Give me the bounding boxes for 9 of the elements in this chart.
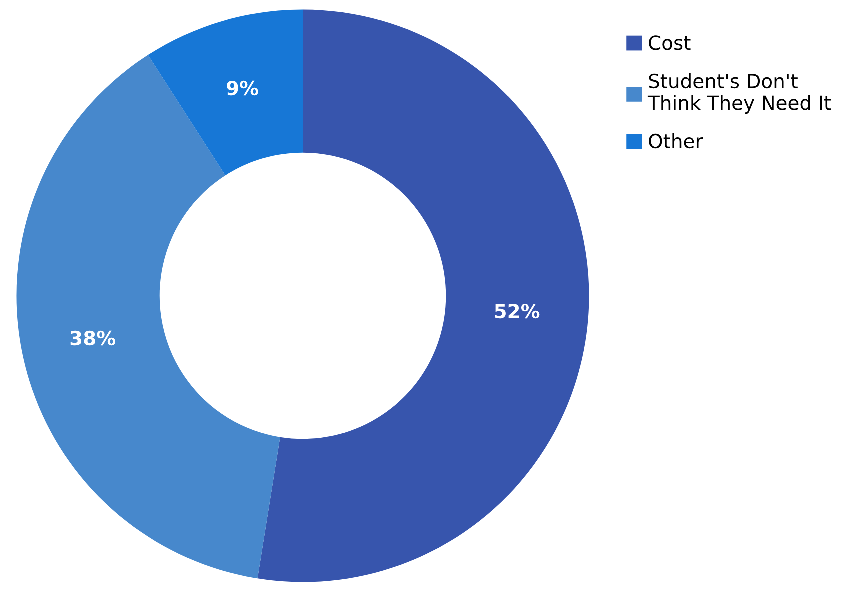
legend-label: Cost bbox=[649, 36, 691, 50]
data-label: 9% bbox=[227, 80, 258, 96]
legend-label: Student's Don't Think They Need It bbox=[648, 74, 832, 114]
legend-label: Other bbox=[649, 134, 704, 149]
data-label: 52% bbox=[495, 304, 540, 319]
donut-slice bbox=[258, 10, 590, 582]
donut-slice bbox=[148, 10, 303, 176]
donut-slice bbox=[16, 55, 280, 579]
data-label: 38% bbox=[70, 330, 116, 346]
